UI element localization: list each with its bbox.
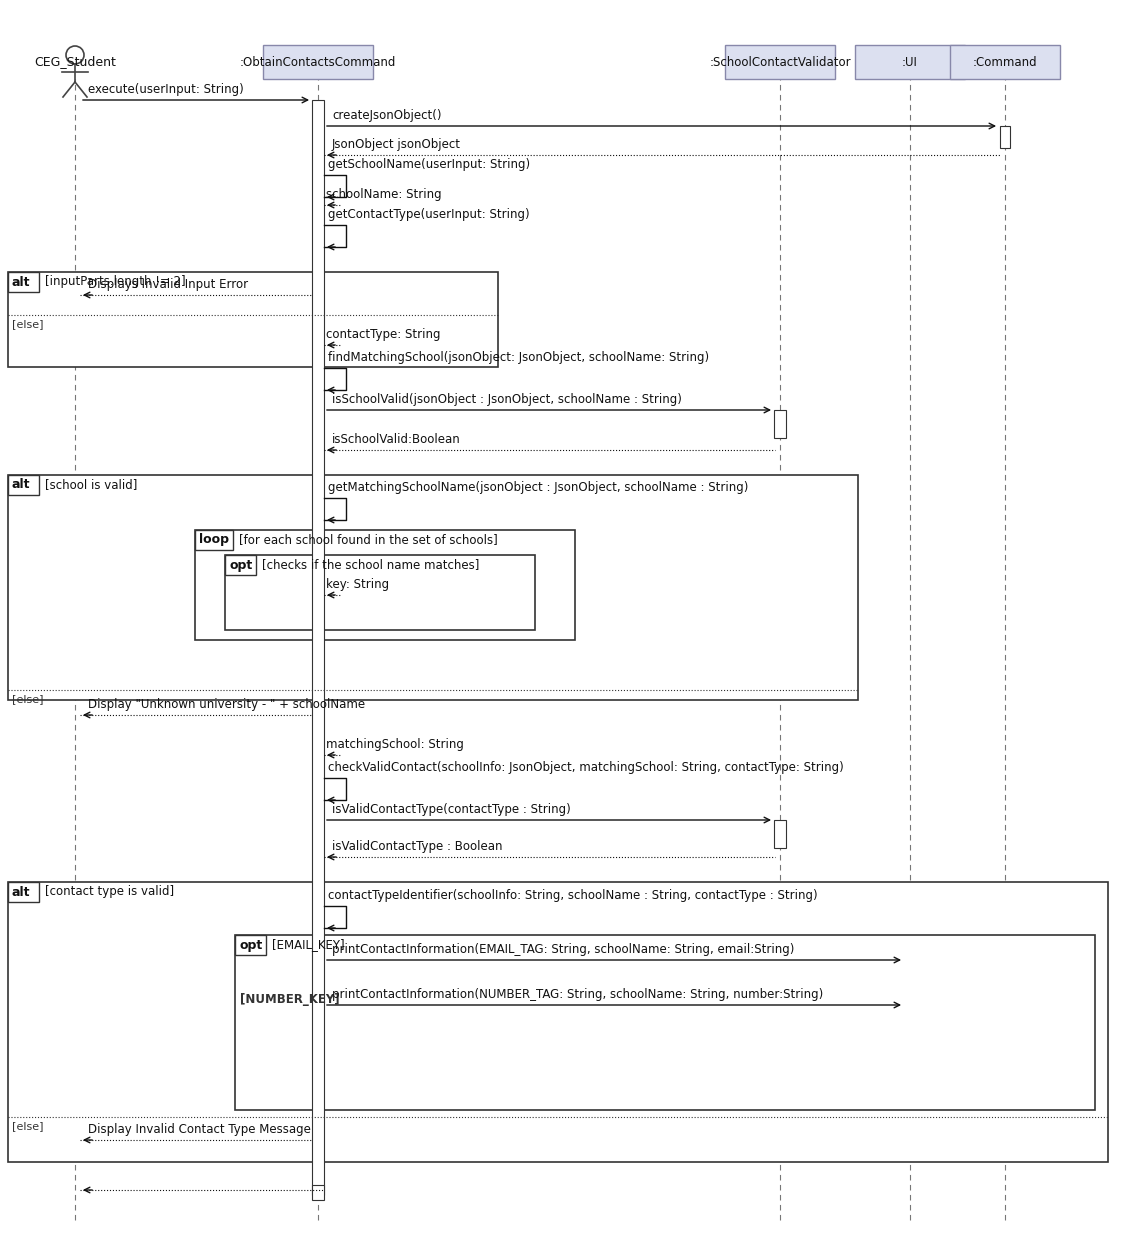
- Bar: [774, 410, 786, 438]
- Text: createJsonObject(): createJsonObject(): [332, 109, 441, 122]
- Text: loop: loop: [199, 534, 230, 547]
- Text: matchingSchool: String: matchingSchool: String: [326, 739, 464, 751]
- Bar: [8, 475, 39, 495]
- Text: :ObtainContactsCommand: :ObtainContactsCommand: [240, 56, 396, 68]
- Text: getMatchingSchoolName(jsonObject : JsonObject, schoolName : String): getMatchingSchoolName(jsonObject : JsonO…: [328, 480, 748, 494]
- Text: [else]: [else]: [12, 694, 44, 704]
- Bar: [8, 272, 498, 367]
- Text: isSchoolValid(jsonObject : JsonObject, schoolName : String): isSchoolValid(jsonObject : JsonObject, s…: [332, 393, 682, 406]
- Text: contactType: String: contactType: String: [326, 329, 441, 341]
- Bar: [855, 44, 965, 79]
- Bar: [1000, 126, 1010, 148]
- Text: alt: alt: [12, 478, 30, 492]
- Text: printContactInformation(NUMBER_TAG: String, schoolName: String, number:String): printContactInformation(NUMBER_TAG: Stri…: [332, 988, 824, 1002]
- Bar: [225, 555, 256, 576]
- Text: [checks if the school name matches]: [checks if the school name matches]: [262, 558, 479, 572]
- Text: opt: opt: [229, 558, 252, 572]
- Text: [EMAIL_KEY]: [EMAIL_KEY]: [272, 939, 344, 951]
- Text: [else]: [else]: [12, 319, 44, 329]
- Text: [else]: [else]: [12, 1121, 44, 1131]
- Text: isValidContactType : Boolean: isValidContactType : Boolean: [332, 840, 503, 853]
- Text: :UI: :UI: [902, 56, 918, 68]
- Text: getContactType(userInput: String): getContactType(userInput: String): [328, 207, 530, 221]
- Bar: [724, 44, 835, 79]
- Bar: [950, 44, 1060, 79]
- Text: contactTypeIdentifier(schoolInfo: String, schoolName : String, contactType : Str: contactTypeIdentifier(schoolInfo: String…: [328, 889, 818, 902]
- Text: key: String: key: String: [326, 578, 389, 592]
- Bar: [225, 555, 536, 630]
- Bar: [8, 272, 39, 291]
- Text: Display "Unknown university - " + schoolName: Display "Unknown university - " + school…: [88, 698, 366, 711]
- Text: isSchoolValid:Boolean: isSchoolValid:Boolean: [332, 433, 461, 446]
- Text: findMatchingSchool(jsonObject: JsonObject, schoolName: String): findMatchingSchool(jsonObject: JsonObjec…: [328, 351, 709, 364]
- Text: Display Invalid Contact Type Message: Display Invalid Contact Type Message: [88, 1123, 310, 1136]
- Text: alt: alt: [12, 885, 30, 899]
- Text: [school is valid]: [school is valid]: [45, 478, 137, 492]
- Bar: [195, 530, 575, 640]
- Bar: [8, 475, 858, 700]
- Bar: [8, 882, 1108, 1162]
- Text: isValidContactType(contactType : String): isValidContactType(contactType : String): [332, 803, 570, 816]
- Bar: [263, 44, 374, 79]
- Bar: [312, 1186, 324, 1200]
- Text: schoolName: String: schoolName: String: [326, 188, 442, 201]
- Text: getSchoolName(userInput: String): getSchoolName(userInput: String): [328, 158, 530, 170]
- Text: :SchoolContactValidator: :SchoolContactValidator: [709, 56, 850, 68]
- Text: [NUMBER_KEY]: [NUMBER_KEY]: [240, 993, 340, 1007]
- Text: printContactInformation(EMAIL_TAG: String, schoolName: String, email:String): printContactInformation(EMAIL_TAG: Strin…: [332, 944, 794, 956]
- Text: [contact type is valid]: [contact type is valid]: [45, 885, 174, 899]
- Text: :Command: :Command: [973, 56, 1037, 68]
- Text: [for each school found in the set of schools]: [for each school found in the set of sch…: [238, 534, 497, 547]
- Text: [inputParts.length != 2]: [inputParts.length != 2]: [45, 275, 186, 289]
- Text: opt: opt: [238, 939, 262, 951]
- Bar: [312, 100, 324, 1195]
- Text: checkValidContact(schoolInfo: JsonObject, matchingSchool: String, contactType: S: checkValidContact(schoolInfo: JsonObject…: [328, 761, 844, 774]
- Bar: [774, 820, 786, 848]
- Bar: [8, 882, 39, 902]
- Text: alt: alt: [12, 275, 30, 289]
- Text: Displays Invalid Input Error: Displays Invalid Input Error: [88, 278, 249, 291]
- Text: execute(userInput: String): execute(userInput: String): [88, 83, 244, 96]
- Text: CEG_Student: CEG_Student: [34, 56, 116, 68]
- Text: JsonObject jsonObject: JsonObject jsonObject: [332, 138, 461, 151]
- Bar: [195, 530, 233, 550]
- Bar: [235, 935, 1095, 1110]
- Bar: [235, 935, 266, 955]
